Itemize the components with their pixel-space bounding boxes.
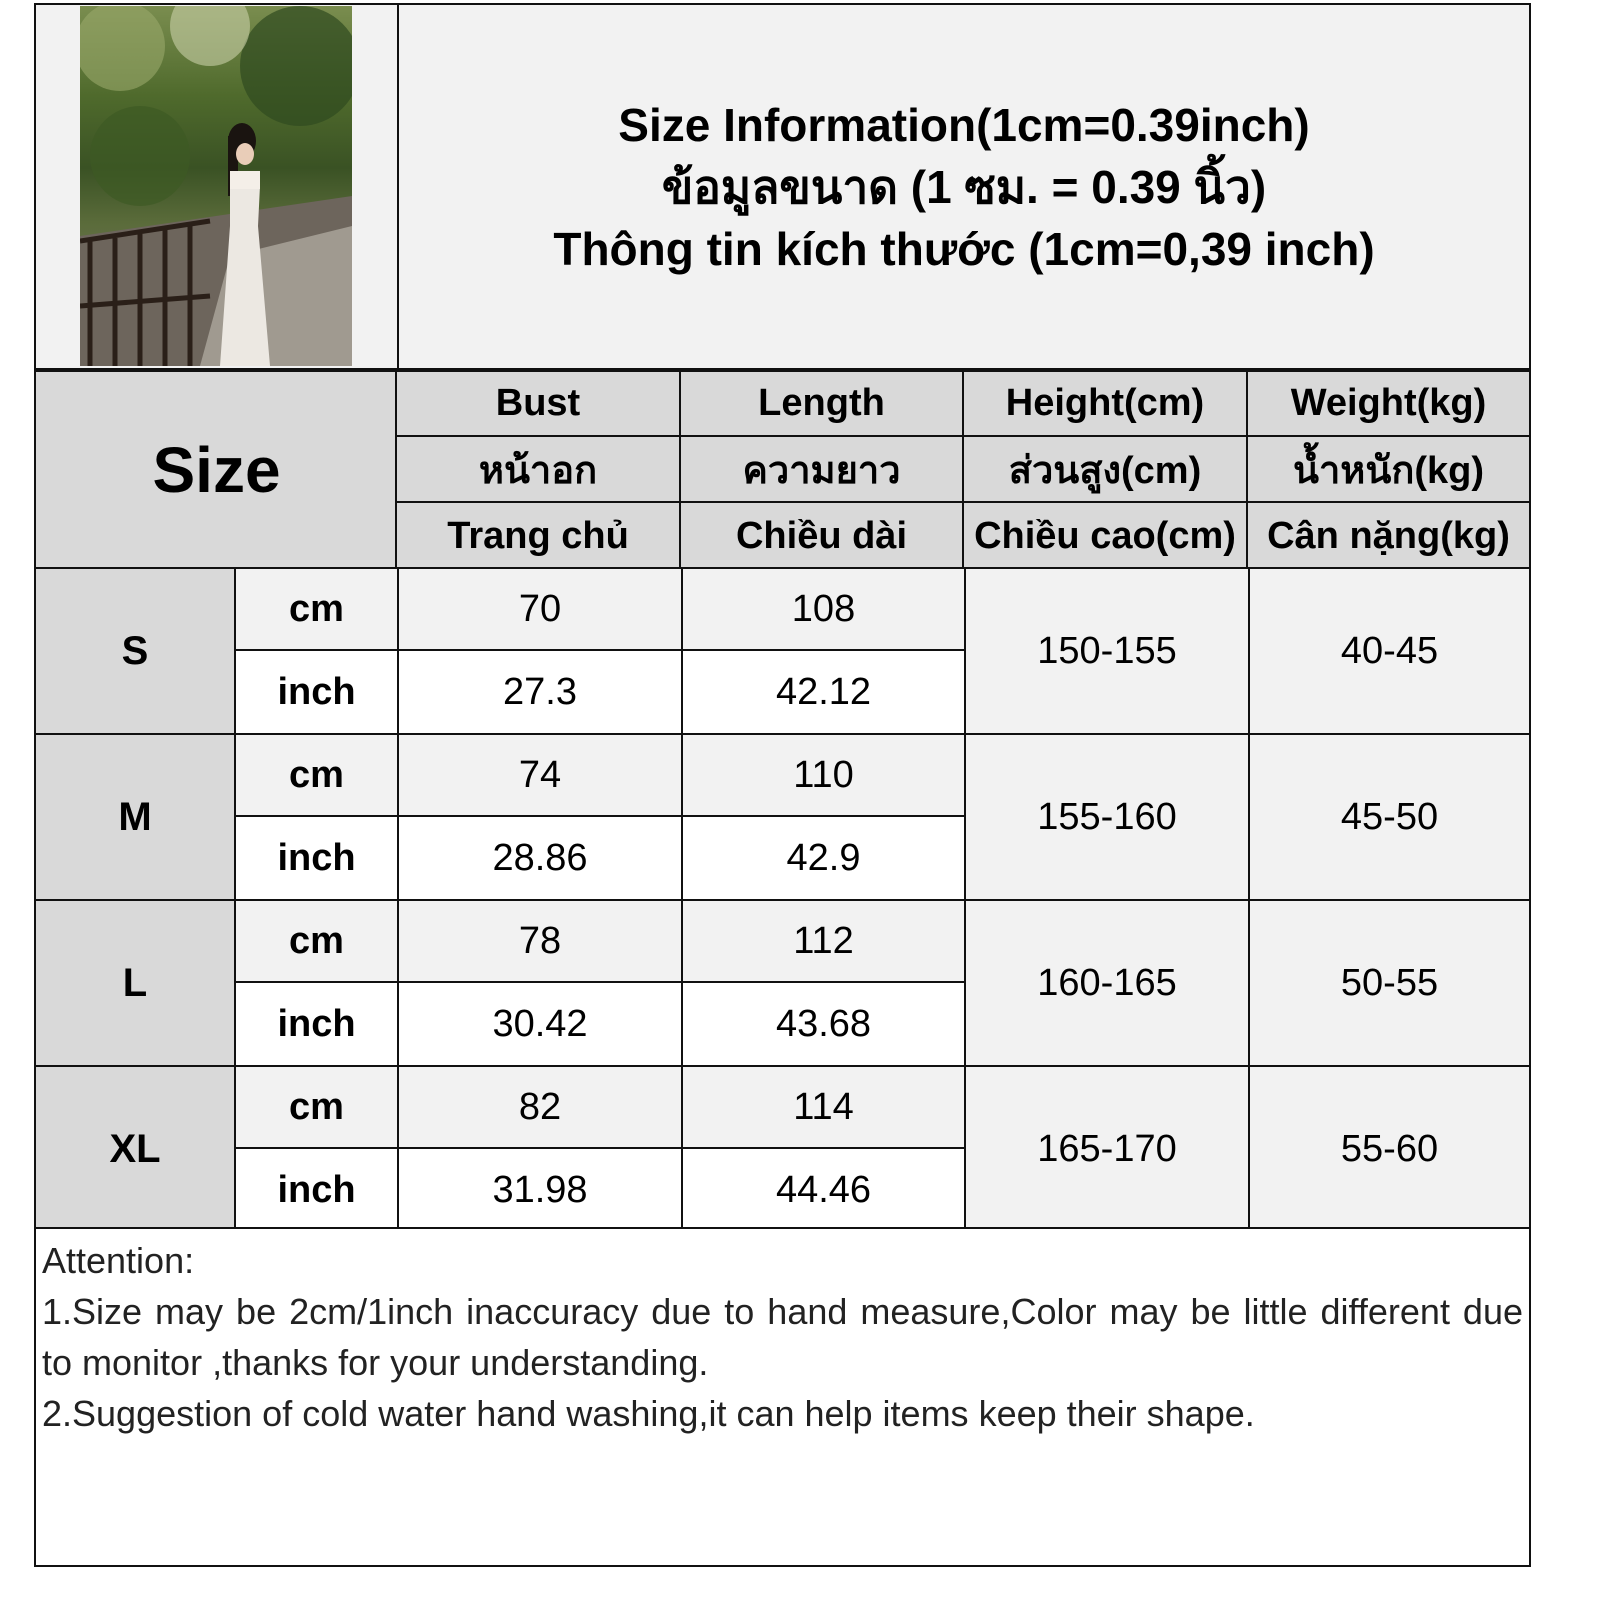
column-header-th: ส่วนสูง(cm): [962, 435, 1248, 503]
weight-range: 40-45: [1248, 567, 1531, 735]
column-header-vi: Chiều dài: [679, 501, 964, 571]
column-header-en: Length: [679, 370, 964, 437]
column-header-th: น้ำหนัก(kg): [1246, 435, 1531, 503]
column-header-th: หน้าอก: [395, 435, 681, 503]
note-2: 2.Suggestion of cold water hand washing,…: [42, 1393, 1255, 1434]
length-cm: 112: [681, 899, 966, 983]
size-label: M: [34, 733, 236, 901]
unit-inch: inch: [234, 981, 399, 1067]
size-label: L: [34, 899, 236, 1067]
bust-cm: 74: [397, 733, 683, 817]
title-thai: ข้อมูลขนาด (1 ซม. = 0.39 นิ้ว): [661, 160, 1267, 213]
weight-range: 55-60: [1248, 1065, 1531, 1233]
size-label: XL: [34, 1065, 236, 1233]
height-range: 160-165: [964, 899, 1250, 1067]
column-header-vi: Chiều cao(cm): [962, 501, 1248, 571]
bust-cm: 78: [397, 899, 683, 983]
column-header-en: Weight(kg): [1246, 370, 1531, 437]
column-header-vi: Trang chủ: [395, 501, 681, 571]
title-vietnamese: Thông tin kích thước (1cm=0,39 inch): [553, 222, 1375, 275]
unit-inch: inch: [234, 649, 399, 735]
unit-inch: inch: [234, 1147, 399, 1233]
height-range: 150-155: [964, 567, 1250, 735]
unit-cm: cm: [234, 1065, 399, 1149]
size-header: Size: [34, 370, 399, 569]
dress-model-image: [80, 6, 352, 366]
bust-inch: 30.42: [397, 981, 683, 1067]
length-cm: 108: [681, 567, 966, 651]
bust-inch: 28.86: [397, 815, 683, 901]
unit-cm: cm: [234, 899, 399, 983]
size-label: S: [34, 567, 236, 735]
bust-inch: 27.3: [397, 649, 683, 735]
unit-cm: cm: [234, 733, 399, 817]
size-info-title: Size Information(1cm=0.39inch) ข้อมูลขนา…: [397, 3, 1531, 370]
bust-inch: 31.98: [397, 1147, 683, 1233]
title-english: Size Information(1cm=0.39inch): [618, 98, 1310, 151]
attention-notes: Attention: 1.Size may be 2cm/1inch inacc…: [34, 1227, 1531, 1567]
notes-heading: Attention:: [42, 1240, 195, 1281]
height-range: 155-160: [964, 733, 1250, 901]
length-cm: 110: [681, 733, 966, 817]
column-header-vi: Cân nặng(kg): [1246, 501, 1531, 571]
note-1: 1.Size may be 2cm/1inch inaccuracy due t…: [42, 1291, 1523, 1383]
bust-cm: 70: [397, 567, 683, 651]
column-header-en: Bust: [395, 370, 681, 437]
unit-inch: inch: [234, 815, 399, 901]
length-cm: 114: [681, 1065, 966, 1149]
column-header-en: Height(cm): [962, 370, 1248, 437]
length-inch: 43.68: [681, 981, 966, 1067]
bust-cm: 82: [397, 1065, 683, 1149]
length-inch: 42.12: [681, 649, 966, 735]
height-range: 165-170: [964, 1065, 1250, 1233]
unit-cm: cm: [234, 567, 399, 651]
length-inch: 44.46: [681, 1147, 966, 1233]
product-photo: [80, 6, 352, 366]
weight-range: 45-50: [1248, 733, 1531, 901]
weight-range: 50-55: [1248, 899, 1531, 1067]
column-header-th: ความยาว: [679, 435, 964, 503]
length-inch: 42.9: [681, 815, 966, 901]
